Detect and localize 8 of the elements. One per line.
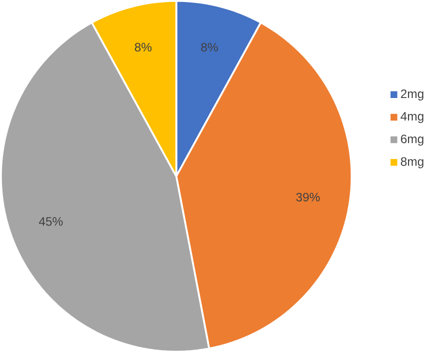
legend-label: 4mg (400, 112, 424, 124)
data-label: 8% (134, 43, 152, 52)
legend-label: 2mg (400, 90, 424, 101)
data-label: 39% (296, 193, 320, 202)
data-label: 45% (38, 217, 63, 226)
data-label: 8% (201, 43, 218, 52)
legend-label: 8mg (400, 157, 424, 168)
legend-label: 6mg (400, 134, 424, 146)
